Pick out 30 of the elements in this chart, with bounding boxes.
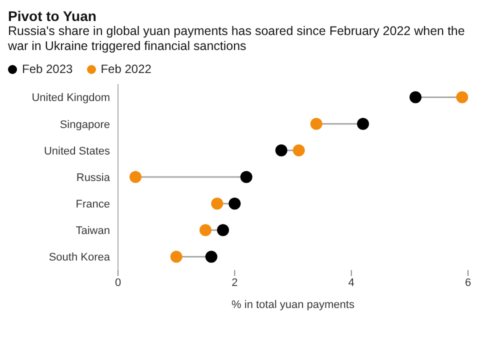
- x-tick-label: 4: [348, 276, 354, 289]
- y-tick-label: France: [76, 198, 110, 210]
- point: [217, 224, 229, 236]
- x-axis-title: % in total yuan payments: [232, 299, 355, 311]
- point: [456, 91, 468, 104]
- y-tick-label: Russia: [76, 172, 111, 184]
- point: [211, 198, 224, 210]
- y-tick-label: Taiwan: [76, 225, 110, 238]
- point: [205, 250, 218, 263]
- legend-label: Feb 2023: [22, 62, 73, 76]
- y-tick-label: United States: [44, 145, 110, 158]
- x-tick-label: 0: [114, 276, 122, 289]
- x-tick-label: 6: [464, 276, 472, 289]
- point: [410, 91, 422, 104]
- y-tick-label: South Korea: [48, 252, 111, 264]
- chart-title: Pivot to Yuan: [8, 8, 98, 24]
- x-tick-label: 2: [232, 276, 238, 289]
- point: [275, 144, 288, 156]
- point: [240, 171, 252, 183]
- y-tick-label: Singapore: [60, 118, 110, 131]
- point: [310, 118, 322, 130]
- point: [170, 250, 182, 263]
- chart-subtitle: Russia's share in global yuan payments has soared since February 2022 when the war in Ukraine triggered financial sanctions: [8, 24, 466, 54]
- point: [200, 224, 212, 236]
- point: [228, 198, 241, 210]
- point: [357, 118, 369, 130]
- point: [130, 171, 142, 183]
- y-tick-label: United Kingdom: [32, 92, 110, 104]
- point: [292, 144, 305, 156]
- legend-label: Feb 2022: [100, 62, 152, 76]
